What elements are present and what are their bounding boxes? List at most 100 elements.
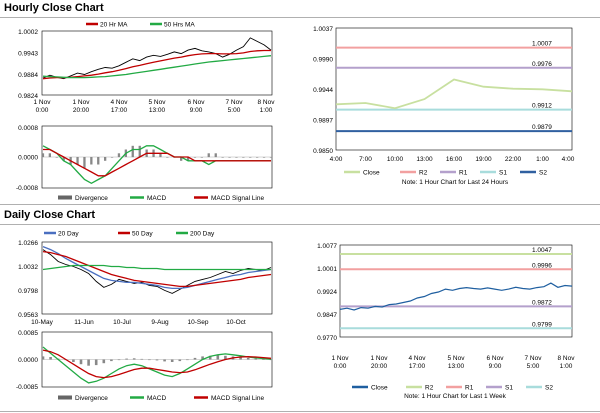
hourly-24h-yaxis: 1.0037 0.9990 0.9944 0.9897 0.9850 [313,26,333,155]
xtick-label: 11-Jun [74,319,94,326]
legend-label-r2: R2 [419,170,428,177]
divergence-bar [97,157,100,165]
daily-week-chart: 1.0077 1.0001 0.9924 0.9847 0.9770 1 Nov… [317,243,575,400]
ytick-label: 0.0008 [18,125,38,132]
xtick-label: 4 Nov [111,99,129,106]
xtick-label: 7:00 [359,156,372,163]
xtick-label: 1 Nov [371,355,389,362]
hourly-24h-plot-frame [335,27,573,151]
legend-label-divergence: Divergence [75,195,108,202]
divergence-bar [138,145,141,158]
divergence-bar [76,157,79,165]
divergence-bar [186,359,189,361]
series-line-close [335,78,573,110]
xtick-label: 13:00 [149,107,166,114]
divergence-bar [201,356,204,360]
daily-week-plot-frame [339,244,573,338]
series-line-macd-signal-line [43,148,271,177]
legend-swatch-divergence [58,195,72,200]
xtick-label: 5:00 [228,107,241,114]
divergence-bar [178,359,182,362]
divergence-bar [262,157,266,158]
divergence-bar [140,358,144,360]
ytick-label: 0.9847 [317,312,337,319]
divergence-bar [79,359,83,365]
xtick-label: 10-May [31,319,53,326]
hourly-title-divider [0,17,600,18]
divergence-bar [125,358,128,360]
divergence-bar [249,157,252,158]
legend-label-s2: S2 [539,170,547,177]
divergence-bar [94,359,98,366]
xtick-label: 1:00 [536,156,549,163]
daily-title-divider [0,224,600,225]
divergence-bar [239,357,242,360]
divergence-bar [166,157,169,158]
divergence-bar [269,359,273,361]
series-line-close [339,282,573,311]
legend-label-s1: S1 [505,385,513,392]
divergence-bar [155,359,159,361]
xtick-label: 1 Nov [332,355,350,362]
hourly-section-title: Hourly Close Chart [4,2,104,14]
xtick-label: 1 Nov [34,99,52,106]
divergence-bar [49,357,52,360]
xtick-label: 10:00 [387,156,404,163]
hourly-macd-series [41,145,273,185]
divergence-bar [186,157,190,161]
level-label-1.0047: 1.0047 [532,247,552,254]
xtick-label: 4 Nov [409,355,427,362]
daily-price-legend: 20 Day 50 Day 200 Day [44,231,215,238]
ytick-label: 0.9897 [313,118,333,125]
xtick-label: 7 Nov [525,355,543,362]
divergence-bar [193,157,197,158]
ytick-label: 0.9850 [313,148,333,155]
xtick-label: 9:00 [190,107,203,114]
ytick-label: 0.9884 [18,72,38,79]
legend-label-50-day: 50 Day [132,231,153,238]
ytick-label: 1.0002 [18,29,38,36]
xtick-label: 17:00 [111,107,128,114]
divergence-bar [242,157,245,158]
ytick-label: 0.9944 [313,87,333,94]
daily-price-xaxis: 10-May 11-Jun 10-Jul 9-Aug 10-Sep 10-Oct [31,319,246,326]
legend-label-r2: R2 [425,385,434,392]
legend-swatch-divergence [58,395,72,400]
series-line-macd [42,346,272,384]
bottom-divider [0,411,600,412]
divergence-bar [256,157,259,158]
divergence-bar [207,153,210,158]
daily-week-yaxis: 1.0077 1.0001 0.9924 0.9847 0.9770 [317,243,337,342]
divergence-bar [48,153,51,158]
xtick-label: 4:00 [562,156,575,163]
xtick-label: 19:00 [475,156,492,163]
hourly-price-plot-frame [41,30,273,96]
divergence-bar [117,359,121,361]
xtick-label: 9-Aug [151,319,169,326]
ytick-label: 0.9798 [18,288,38,295]
series-line-20-day [42,245,272,290]
daily-price-yaxis: 1.0266 1.0032 0.9798 0.9563 [18,240,38,319]
divergence-bar [180,157,183,161]
divergence-bar [41,153,45,158]
divergence-bar [104,157,107,161]
ytick-label: -0.0008 [16,185,38,192]
daily-macd-series [41,346,273,384]
xtick-label: 13:00 [416,156,433,163]
daily-week-legend: Close R2 R1 S1 S2 [352,385,553,392]
xtick-label: 10-Oct [226,319,246,326]
hourly-price-xaxis: 1 Nov 0:00 1 Nov 20:00 4 Nov 17:00 5 Nov… [34,99,276,114]
ytick-label: 0.0000 [18,357,38,364]
xtick-label: 10-Sep [188,319,209,326]
level-label-0.9872: 0.9872 [532,299,552,306]
legend-label-macd: MACD [147,395,166,402]
hourly-24h-xaxis: 4:00 7:00 10:00 13:00 16:00 19:00 22:00 … [330,156,575,163]
level-label-1.0007: 1.0007 [532,41,552,48]
hourly-price-chart: 20 Hr MA 50 Hrs MA 1.0002 0.9943 0.9884 … [18,22,276,115]
ytick-label: 0.9990 [313,57,333,64]
daily-price-plot-frame [41,241,273,315]
divergence-bar [41,356,45,360]
xtick-label: 1:00 [260,107,273,114]
divergence-bar [132,358,136,360]
